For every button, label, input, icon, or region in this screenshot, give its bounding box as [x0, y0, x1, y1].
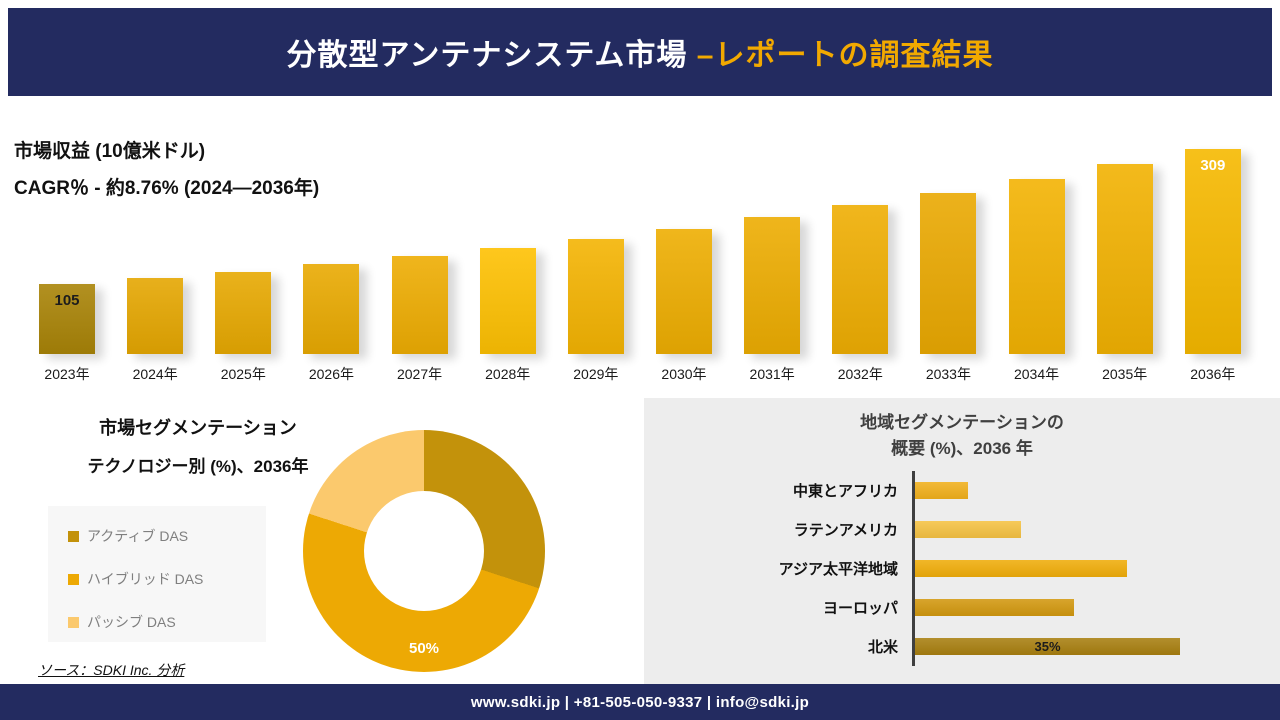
technology-segmentation-section: 市場セグメンテーション テクノロジー別 (%)、2036年 アクティブ DAS ハ… [0, 398, 640, 684]
revenue-bar-2035年[interactable] [1096, 164, 1153, 354]
legend-label: パッシブ DAS [87, 614, 176, 630]
revenue-bar-2029年[interactable] [567, 239, 624, 354]
revenue-bar-2024年[interactable] [127, 278, 184, 354]
revenue-bar-value-label: 309 [1200, 157, 1226, 174]
revenue-x-axis-label: 2026年 [308, 366, 354, 382]
region-row: 北米 35% [644, 627, 1280, 666]
technology-chart-titles: 市場セグメンテーション テクノロジー別 (%)、2036年 [18, 414, 378, 477]
revenue-bar-2025年[interactable] [215, 272, 272, 354]
revenue-bar-2034年[interactable] [1008, 179, 1065, 354]
page-title-accent: –レポートの調査結果 [696, 39, 994, 72]
revenue-x-axis-label: 2029年 [573, 366, 619, 382]
revenue-chart-section: 市場収益 (10億米ドル) CAGR％ - 約8.76% (2024―2036年… [0, 96, 1280, 388]
revenue-x-axis-label: 2023年 [44, 366, 90, 382]
footer-contact: www.sdki.jp | +81-505-050-9337 | info@sd… [470, 693, 810, 711]
revenue-bar-column: 2034年 [996, 179, 1078, 384]
legend-swatch-icon [68, 530, 79, 542]
revenue-bar-column: 2035年 [1084, 164, 1166, 384]
source-note: ソース：SDKI Inc. 分析 [38, 662, 185, 678]
region-category-label: ヨーロッパ [822, 600, 898, 617]
page-title-main: 分散型アンテナシステム市場 [286, 39, 697, 72]
region-chart-title: 地域セグメンテーションの 概要 (%)、2036 年 [644, 410, 1280, 461]
revenue-bar-column: 2028年 [467, 248, 549, 384]
revenue-bar-2026年[interactable] [303, 264, 360, 354]
revenue-bar-column: 2032年 [819, 205, 901, 384]
legend-label: ハイブリッド DAS [87, 571, 204, 587]
revenue-x-axis-label: 2030年 [661, 366, 707, 382]
region-row: ヨーロッパ [644, 588, 1280, 627]
region-row: 中東とアフリカ [644, 471, 1280, 510]
revenue-bar-column: 309 2036年 [1172, 149, 1254, 384]
revenue-bar-column: 2025年 [202, 272, 284, 384]
page-title: 分散型アンテナシステム市場 –レポートの調査結果 [287, 30, 994, 74]
region-bar-ラテンアメリカ[interactable] [915, 521, 1021, 538]
technology-legend: アクティブ DAS ハイブリッド DAS パッシブ DAS [48, 506, 266, 642]
revenue-bar-2023年[interactable]: 105 [39, 284, 95, 354]
revenue-bar-column: 2031年 [731, 217, 813, 384]
revenue-bar-column: 2033年 [907, 193, 989, 384]
technology-donut[interactable]: 50% [303, 430, 545, 672]
region-row: ラテンアメリカ [644, 510, 1280, 549]
region-bar-北米[interactable]: 35% [915, 638, 1180, 655]
revenue-x-axis-label: 2027年 [396, 366, 443, 382]
region-category-label: 中東とアフリカ [792, 483, 898, 500]
revenue-chart-title: 市場収益 (10億米ドル) [14, 141, 206, 162]
revenue-bar-2036年[interactable]: 309 [1184, 149, 1241, 354]
revenue-bar-value-label: 105 [54, 292, 80, 309]
revenue-x-axis-label: 2036年 [1190, 366, 1236, 382]
revenue-bar-2030年[interactable] [655, 229, 712, 354]
technology-chart-subtitle: テクノロジー別 (%)、2036年 [87, 457, 309, 476]
revenue-x-axis-label: 2032年 [837, 366, 883, 382]
legend-item[interactable]: ハイブリッド DAS [68, 569, 266, 589]
technology-chart-title: 市場セグメンテーション [99, 418, 297, 438]
revenue-bar-column: 2030年 [643, 229, 725, 384]
revenue-bar-2033年[interactable] [920, 193, 977, 354]
legend-item[interactable]: パッシブ DAS [68, 612, 266, 632]
region-bar-area [912, 588, 1280, 627]
legend-swatch-icon [68, 573, 79, 585]
revenue-x-axis-label: 2024年 [132, 366, 178, 382]
revenue-bar-column: 2027年 [379, 256, 461, 384]
region-category-label: 北米 [867, 639, 898, 656]
revenue-bar-column: 2024年 [114, 278, 196, 384]
region-title-line1: 地域セグメンテーションの [860, 413, 1064, 432]
legend-swatch-icon [68, 616, 79, 628]
region-title-line2: 概要 (%)、2036 年 [891, 438, 1033, 458]
revenue-bar-2031年[interactable] [744, 217, 801, 354]
revenue-bars: 105 2023年 2024年 2025年 2026年 2027年 2028年 2029年 20… [26, 149, 1254, 384]
region-bar-area [912, 510, 1280, 549]
region-segmentation-section: 地域セグメンテーションの 概要 (%)、2036 年 中東とアフリカ ラテンアメリ… [644, 398, 1280, 684]
revenue-x-axis-label: 2028年 [485, 366, 531, 382]
revenue-x-axis-label: 2035年 [1102, 366, 1148, 382]
region-bar-中東とアフリカ[interactable] [915, 482, 968, 499]
revenue-x-axis-label: 2033年 [925, 366, 971, 382]
revenue-bar-column: 105 2023年 [26, 284, 108, 384]
donut-value-label: 50% [408, 640, 440, 657]
revenue-bar-2032年[interactable] [832, 205, 889, 354]
footer-banner: www.sdki.jp | +81-505-050-9337 | info@sd… [0, 684, 1280, 720]
revenue-x-axis-label: 2031年 [749, 366, 795, 382]
region-bar-アジア太平洋地域[interactable] [915, 560, 1127, 577]
region-bar-ヨーロッパ[interactable] [915, 599, 1074, 616]
region-category-label: アジア太平洋地域 [778, 561, 898, 578]
revenue-x-axis-label: 2025年 [220, 366, 266, 382]
region-row: アジア太平洋地域 [644, 549, 1280, 588]
revenue-x-axis-label: 2034年 [1013, 366, 1060, 382]
revenue-bar-column: 2029年 [555, 239, 637, 384]
legend-label: アクティブ DAS [87, 528, 189, 544]
legend-item[interactable]: アクティブ DAS [68, 526, 266, 546]
region-bar-value-label: 35% [1034, 639, 1061, 654]
header-banner: 分散型アンテナシステム市場 –レポートの調査結果 [8, 8, 1272, 96]
revenue-bar-column: 2026年 [290, 264, 372, 384]
revenue-chart-cagr: CAGR％ - 約8.76% (2024―2036年) [14, 178, 320, 199]
region-bar-area [912, 549, 1280, 588]
revenue-bar-2028年[interactable] [479, 248, 536, 354]
region-category-label: ラテンアメリカ [793, 522, 898, 539]
region-bar-area [912, 471, 1280, 510]
region-rows: 中東とアフリカ ラテンアメリカアジア太平洋地域ヨーロッパ北米 35% [644, 471, 1280, 666]
region-bar-area: 35% [912, 627, 1280, 666]
revenue-bar-2027年[interactable] [391, 256, 448, 354]
